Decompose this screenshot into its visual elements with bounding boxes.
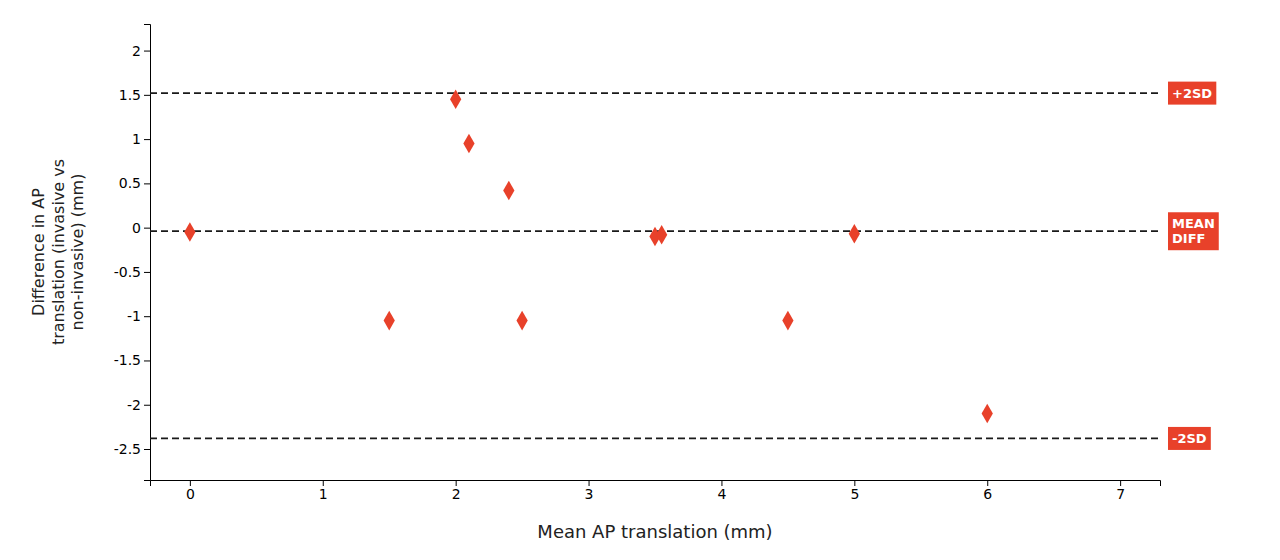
tick-label: -1	[127, 308, 141, 324]
text-line: Difference in AP	[29, 188, 48, 316]
y-axis-label: Difference in APtranslation (invasive vs…	[29, 159, 86, 345]
reference-label: +2SD	[1168, 82, 1216, 105]
tick-label: -0.5	[114, 264, 141, 280]
tick-label: 2	[452, 486, 461, 502]
point	[849, 224, 860, 244]
text-line: non-invasive) (mm)	[68, 174, 87, 331]
text-line: translation (invasive vs	[49, 159, 68, 345]
text-line: DIFF	[1172, 231, 1205, 246]
tick-label: 2	[132, 43, 141, 59]
x-axis-label: Mean AP translation (mm)	[537, 521, 772, 542]
tick: -1.5	[114, 352, 150, 368]
tick: 7	[1116, 480, 1125, 502]
tick: -0.5	[114, 264, 150, 280]
tick-mark	[144, 360, 150, 361]
tick-mark	[144, 228, 150, 229]
tick-mark	[144, 183, 150, 184]
tick-label: 1	[132, 131, 141, 147]
tick-mark	[144, 272, 150, 273]
label-box	[1168, 427, 1211, 450]
reference-line	[150, 92, 1160, 94]
tick: -2	[127, 397, 150, 413]
label-box	[1168, 212, 1219, 250]
tick-label: 0	[132, 220, 141, 236]
tick-mark	[144, 316, 150, 317]
tick: -1	[127, 308, 150, 324]
tick-mark	[144, 51, 150, 52]
plot: 0 1 2 3 4 5 6 7 -2.5 -2 -1.5 -1 -0.5 0 0.5 1 1.5 2 MEANDIF…	[114, 25, 1219, 502]
tick-label: 0.5	[119, 175, 141, 191]
tick: 1.5	[119, 87, 150, 103]
tick-label: 7	[1116, 486, 1125, 502]
tick-mark	[144, 449, 150, 450]
reference-line	[150, 437, 1160, 439]
marks	[150, 90, 1160, 439]
point	[384, 311, 395, 331]
tick: 0	[186, 480, 195, 502]
text-line: -2SD	[1172, 431, 1207, 446]
chart: 0 1 2 3 4 5 6 7 -2.5 -2 -1.5 -1 -0.5 0 0.5 1 1.5 2 MEANDIF…	[0, 0, 1280, 560]
y-axis: -2.5 -2 -1.5 -1 -0.5 0 0.5 1 1.5 2	[114, 25, 151, 481]
tick-label: 0	[186, 486, 195, 502]
tick: 4	[717, 480, 726, 502]
tick-label: 1	[319, 486, 328, 502]
tick-mark	[144, 139, 150, 140]
reference-label-text: MEANDIFF	[1172, 216, 1215, 246]
tick-mark	[144, 95, 150, 96]
point	[982, 404, 993, 424]
point	[656, 225, 667, 245]
tick-mark	[144, 405, 150, 406]
tick: 0.5	[119, 175, 150, 191]
reference-label: -2SD	[1168, 427, 1211, 450]
tick: 6	[983, 480, 992, 502]
text-line: MEAN	[1172, 216, 1215, 231]
reference-label-text: +2SD	[1172, 86, 1212, 101]
tick: 1	[132, 131, 150, 147]
text-line: +2SD	[1172, 86, 1212, 101]
axis-line	[144, 25, 151, 481]
tick-label: 4	[717, 486, 726, 502]
tick-label: -2	[127, 397, 141, 413]
tick-label: 3	[585, 486, 594, 502]
reference-label: MEANDIFF	[1168, 212, 1219, 250]
x-axis: 0 1 2 3 4 5 6 7	[151, 480, 1161, 502]
tick-label: -1.5	[114, 352, 141, 368]
point	[184, 222, 195, 242]
tick: 2	[132, 43, 150, 59]
tick: 0	[132, 220, 150, 236]
point	[503, 181, 514, 201]
point	[782, 311, 793, 331]
tick-label: -2.5	[114, 441, 141, 457]
tick: 2	[452, 480, 461, 502]
tick: -2.5	[114, 441, 150, 457]
point	[463, 134, 474, 154]
point	[450, 90, 461, 110]
label-box	[1168, 82, 1216, 105]
tick: 3	[585, 480, 594, 502]
tick-label: 1.5	[119, 87, 141, 103]
tick: 1	[319, 480, 328, 502]
tick: 5	[850, 480, 859, 502]
reference-label-text: -2SD	[1172, 431, 1207, 446]
axis-line	[151, 481, 1161, 487]
reference-labels: MEANDIFF +2SD -2SD	[1168, 82, 1219, 450]
point	[516, 311, 527, 331]
tick-label: 5	[850, 486, 859, 502]
tick-label: 6	[983, 486, 992, 502]
